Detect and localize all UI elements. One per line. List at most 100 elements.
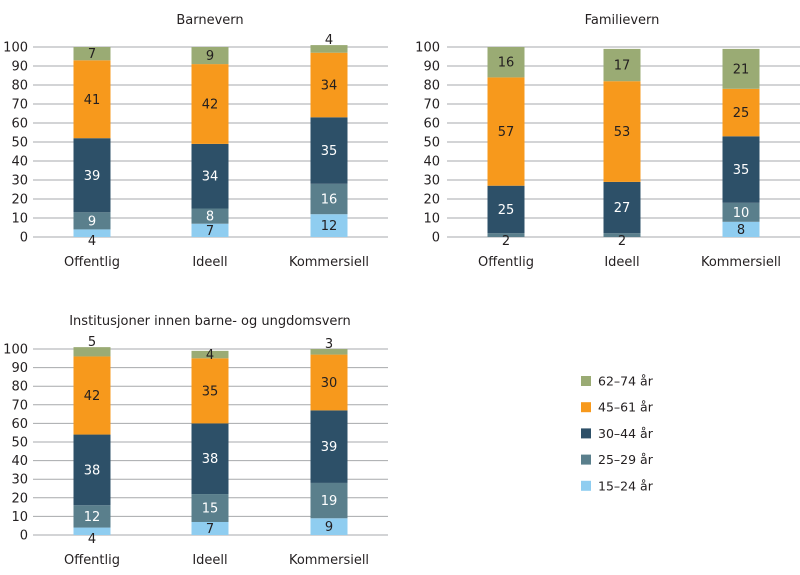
bar-ideell: 7 15 38 35 4 bbox=[191, 348, 229, 537]
data-label: 3 bbox=[325, 337, 333, 352]
segment-62-74-ar bbox=[191, 350, 229, 359]
bar-kommersiell: 8 10 35 25 21 bbox=[722, 48, 760, 238]
chart-title: Barnevern bbox=[176, 13, 243, 28]
y-tick-label: 80 bbox=[11, 380, 28, 395]
chart-institusjoner: Institusjoner innen barne- og ungdomsver… bbox=[3, 314, 388, 568]
legend-item-62-74-ar: 62–74 år bbox=[581, 374, 654, 389]
segment-25-29-ar bbox=[310, 482, 348, 519]
x-category-label: Offentlig bbox=[64, 255, 120, 270]
data-label: 25 bbox=[498, 203, 515, 218]
segment-45-61-ar bbox=[191, 64, 229, 144]
segment-30-44-ar bbox=[722, 136, 760, 203]
bar-offentlig: 2 25 57 16 bbox=[487, 47, 525, 249]
y-tick-label: 60 bbox=[11, 117, 28, 132]
y-tick-label: 100 bbox=[415, 41, 440, 56]
data-label: 9 bbox=[206, 49, 214, 64]
y-tick-label: 30 bbox=[423, 174, 440, 189]
segment-25-29-ar bbox=[487, 233, 525, 237]
bar-ideell: 78 34 42 9 bbox=[191, 47, 229, 239]
data-label: 38 bbox=[202, 452, 219, 467]
data-label: 34 bbox=[321, 79, 338, 94]
segment-15-24-ar bbox=[73, 527, 111, 535]
y-tick-label: 30 bbox=[11, 473, 28, 488]
legend-swatch bbox=[581, 402, 591, 413]
segment-25-29-ar bbox=[722, 202, 760, 222]
segment-15-24-ar bbox=[722, 221, 760, 237]
data-label: 2 bbox=[502, 234, 510, 249]
segment-25-29-ar bbox=[603, 233, 641, 237]
chart-familievern: Familievern 0 10 20 30 40 50 60 70 80 90 100 2 25 57 16… bbox=[415, 13, 800, 270]
y-tick-label: 50 bbox=[11, 436, 28, 451]
data-label: 8 bbox=[206, 210, 214, 225]
y-tick-label: 70 bbox=[11, 398, 28, 413]
legend-item-30-44-ar: 30–44 år bbox=[581, 426, 654, 441]
data-label: 19 bbox=[321, 494, 338, 509]
legend-swatch bbox=[581, 454, 591, 465]
segment-30-44-ar bbox=[310, 410, 348, 483]
segment-62-74-ar bbox=[310, 349, 348, 355]
segment-62-74-ar bbox=[310, 45, 348, 53]
segment-25-29-ar bbox=[73, 212, 111, 230]
chart-barnevern: Barnevern 0 10 20 30 40 50 60 70 80 90 100 4 9 39 41 7 Of… bbox=[3, 13, 388, 270]
data-label: 41 bbox=[84, 93, 101, 108]
data-label: 7 bbox=[206, 522, 214, 537]
data-label: 35 bbox=[321, 144, 338, 159]
x-category-label: Ideell bbox=[192, 553, 227, 568]
segment-25-29-ar bbox=[73, 505, 111, 528]
data-label: 35 bbox=[733, 163, 750, 178]
legend-swatch bbox=[581, 480, 591, 491]
legend-label: 30–44 år bbox=[598, 426, 654, 441]
data-label: 8 bbox=[737, 223, 745, 238]
legend-item-45-61-ar: 45–61 år bbox=[581, 400, 654, 415]
legend-swatch bbox=[581, 376, 591, 386]
y-tick-label: 40 bbox=[11, 155, 28, 170]
x-category-label: Kommersiell bbox=[289, 553, 369, 568]
data-label: 12 bbox=[321, 219, 338, 234]
segment-45-61-ar bbox=[191, 358, 229, 424]
segment-15-24-ar bbox=[191, 223, 229, 237]
y-tick-label: 50 bbox=[423, 136, 440, 151]
data-label: 53 bbox=[614, 125, 631, 140]
segment-30-44-ar bbox=[310, 117, 348, 184]
data-label: 34 bbox=[202, 170, 219, 185]
data-label: 9 bbox=[325, 520, 333, 535]
legend-swatch bbox=[581, 428, 591, 439]
segment-15-24-ar bbox=[310, 214, 348, 237]
data-label: 39 bbox=[321, 440, 338, 455]
segment-30-44-ar bbox=[191, 143, 229, 209]
x-category-label: Offentlig bbox=[478, 255, 534, 270]
data-label: 21 bbox=[733, 62, 750, 77]
data-label: 27 bbox=[614, 201, 631, 216]
bar-kommersiell: 9 19 39 30 3 bbox=[310, 337, 348, 535]
segment-45-61-ar bbox=[310, 52, 348, 118]
y-tick-label: 40 bbox=[423, 155, 440, 170]
y-tick-label: 0 bbox=[432, 231, 440, 246]
data-label: 42 bbox=[84, 389, 101, 404]
y-tick-label: 20 bbox=[423, 193, 440, 208]
legend-item-15-24-ar: 15–24 år bbox=[581, 478, 654, 493]
y-tick-label: 80 bbox=[423, 79, 440, 94]
data-label: 7 bbox=[88, 47, 96, 62]
x-category-label: Kommersiell bbox=[701, 255, 781, 270]
segment-45-61-ar bbox=[487, 77, 525, 186]
data-label: 17 bbox=[614, 59, 631, 74]
segment-62-74-ar bbox=[73, 347, 111, 357]
segment-30-44-ar bbox=[487, 185, 525, 234]
bar-ideell: 2 27 53 17 bbox=[603, 48, 641, 249]
segment-62-74-ar bbox=[73, 47, 111, 61]
y-tick-label: 40 bbox=[11, 454, 28, 469]
segment-62-74-ar bbox=[487, 47, 525, 78]
y-tick-label: 10 bbox=[11, 212, 28, 227]
data-label: 25 bbox=[733, 106, 750, 121]
y-tick-label: 70 bbox=[11, 98, 28, 113]
y-tick-label: 100 bbox=[3, 343, 28, 358]
y-tick-label: 0 bbox=[20, 529, 28, 544]
y-tick-label: 10 bbox=[423, 212, 440, 227]
data-label: 2 bbox=[618, 234, 626, 249]
y-tick-label: 20 bbox=[11, 491, 28, 506]
y-tick-label: 70 bbox=[423, 98, 440, 113]
segment-30-44-ar bbox=[73, 138, 111, 213]
data-label: 16 bbox=[498, 56, 515, 71]
segment-15-24-ar bbox=[191, 521, 229, 535]
